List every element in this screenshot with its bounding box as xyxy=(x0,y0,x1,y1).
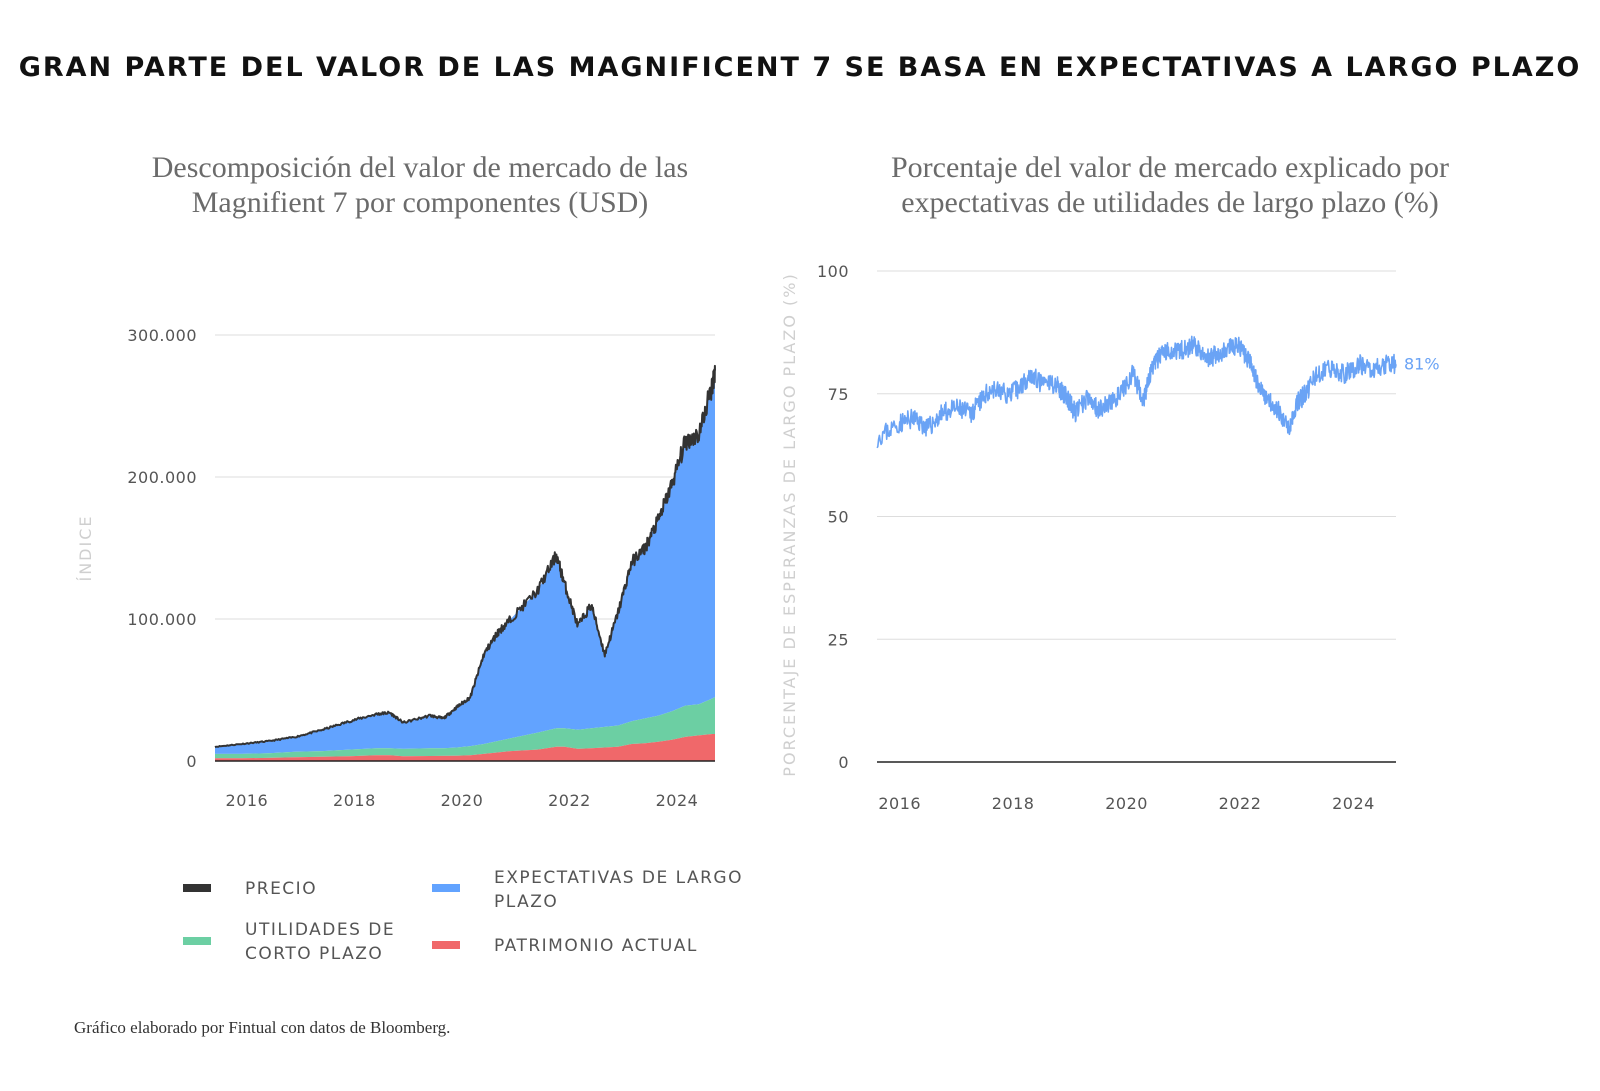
right-x-tick-label: 2018 xyxy=(992,794,1035,813)
left-x-tick-label: 2020 xyxy=(441,791,484,810)
main-title: GRAN PARTE DEL VALOR DE LAS MAGNIFICENT … xyxy=(18,52,1582,83)
legend-swatch-largo-plazo xyxy=(432,884,460,892)
line-precio xyxy=(214,364,716,749)
right-y-tick-label: 75 xyxy=(828,385,849,404)
legend-item-precio: PRECIO xyxy=(183,876,383,906)
right-x-tick-label: 2022 xyxy=(1219,794,1262,813)
left-y-tick-label: 100.000 xyxy=(127,610,197,629)
left-y-tick-label: 300.000 xyxy=(127,326,197,345)
left-x-tick-label: 2016 xyxy=(226,791,269,810)
right-x-tick-label: 2016 xyxy=(878,794,921,813)
right-y-tick-label: 0 xyxy=(838,753,849,772)
right-y-tick-label: 25 xyxy=(828,630,849,649)
right-y-tick-label: 100 xyxy=(817,262,849,281)
left-chart-title: Descomposición del valor de mercado de l… xyxy=(151,151,689,219)
right-chart: 0 25 50 75 100 2016 2018 2020 2022 2024 PORCENTAJE… xyxy=(780,262,1440,813)
left-chart: 0 100.000 200.000 300.000 2016 2018 2020 2022 20… xyxy=(76,326,716,810)
right-y-tick-label: 50 xyxy=(828,508,849,527)
legend-swatch-precio xyxy=(183,884,211,892)
right-chart-title: Porcentaje del valor de mercado explicad… xyxy=(890,151,1450,219)
right-x-tick-label: 2024 xyxy=(1332,794,1375,813)
end-value-label: 81% xyxy=(1404,354,1440,373)
right-y-axis-label: PORCENTAJE DE ESPERANZAS DE LARGO PLAZO … xyxy=(780,272,799,776)
legend-label-corto-plazo: UTILIDADES DE CORTO PLAZO xyxy=(245,920,396,964)
left-x-tick-label: 2018 xyxy=(333,791,376,810)
legend-swatch-corto-plazo xyxy=(183,937,211,945)
area-patrimonio-actual xyxy=(215,734,715,761)
legend-item-patrimonio: PATRIMONIO ACTUAL xyxy=(432,933,722,963)
left-x-tick-label: 2022 xyxy=(548,791,591,810)
area-expectativas-largo-plazo xyxy=(215,370,715,754)
legend-item-corto-plazo: UTILIDADES DE CORTO PLAZO xyxy=(183,918,403,973)
line-porcentaje-largo-plazo xyxy=(876,335,1397,449)
left-y-axis-label: ÍNDICE xyxy=(76,514,95,581)
legend-swatch-patrimonio xyxy=(432,941,460,949)
left-y-tick-label: 0 xyxy=(186,752,197,771)
left-y-tick-label: 200.000 xyxy=(127,468,197,487)
legend-label-precio: PRECIO xyxy=(245,879,318,899)
area-utilidades-corto-plazo xyxy=(215,697,715,759)
legend-label-patrimonio: PATRIMONIO ACTUAL xyxy=(494,936,698,956)
right-x-tick-label: 2020 xyxy=(1105,794,1148,813)
footnote: Gráfico elaborado por Fintual con datos … xyxy=(74,1018,451,1037)
left-x-tick-label: 2024 xyxy=(656,791,699,810)
legend-item-largo-plazo: EXPECTATIVAS DE LARGO PLAZO xyxy=(432,866,741,921)
legend-label-largo-plazo: EXPECTATIVAS DE LARGO PLAZO xyxy=(494,868,743,912)
